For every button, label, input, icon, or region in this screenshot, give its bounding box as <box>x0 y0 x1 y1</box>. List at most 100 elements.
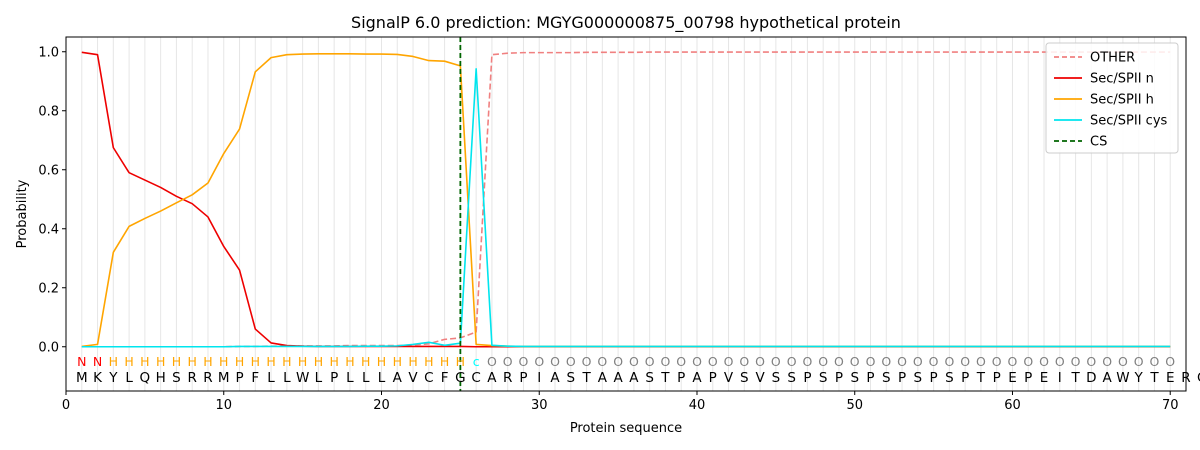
region-label: N <box>93 354 102 369</box>
region-label: H <box>314 354 323 369</box>
sequence-residue: Q <box>140 370 151 386</box>
sequence-residue: P <box>677 370 685 386</box>
sequence-residue: F <box>441 370 449 386</box>
region-label: O <box>866 354 876 369</box>
sequence-residue: P <box>898 370 906 386</box>
sequence-residue: A <box>550 370 560 386</box>
region-label: O <box>755 354 765 369</box>
region-label: O <box>929 354 939 369</box>
sequence-residue: T <box>976 370 986 386</box>
region-label: O <box>1023 354 1033 369</box>
sequence-residue: P <box>235 370 243 386</box>
region-label: H <box>266 354 275 369</box>
y-axis-label: Probability <box>15 179 30 248</box>
sequence-residue: I <box>537 370 541 386</box>
region-label: O <box>976 354 986 369</box>
sequence-residue: C <box>471 370 480 386</box>
region-label: O <box>881 354 891 369</box>
region-label: O <box>1039 354 1049 369</box>
region-label: O <box>1008 354 1018 369</box>
region-label: O <box>503 354 513 369</box>
sequence-residue: A <box>598 370 608 386</box>
region-label: H <box>393 354 402 369</box>
sequence-residue: E <box>1008 370 1017 386</box>
region-label: O <box>629 354 639 369</box>
region-label: H <box>329 354 338 369</box>
sequence-residue: Y <box>108 370 118 386</box>
sequence-residue: S <box>645 370 654 386</box>
sequence-residue: F <box>251 370 259 386</box>
sequence-residue: P <box>1024 370 1032 386</box>
sequence-residue: S <box>772 370 781 386</box>
region-label: O <box>613 354 623 369</box>
region-label: O <box>724 354 734 369</box>
sequence-residue: S <box>945 370 954 386</box>
sequence-residue: V <box>408 370 418 386</box>
sequence-residue: A <box>393 370 403 386</box>
region-label: O <box>960 354 970 369</box>
sequence-residue: S <box>882 370 891 386</box>
region-label: N <box>77 354 86 369</box>
region-label: H <box>219 354 228 369</box>
sequence-residue: L <box>267 370 275 386</box>
y-tick-label: 1.0 <box>38 45 59 60</box>
sequence-residue: P <box>930 370 938 386</box>
y-tick-label: 0.6 <box>38 163 59 178</box>
x-tick-label: 30 <box>531 398 548 413</box>
sequence-residue: D <box>1086 370 1096 386</box>
region-label: O <box>708 354 718 369</box>
sequence-residue: C <box>424 370 433 386</box>
region-label: H <box>408 354 417 369</box>
sequence-residue: L <box>283 370 291 386</box>
sequence-residue: R <box>188 370 197 386</box>
region-label: O <box>850 354 860 369</box>
sequence-residue: A <box>629 370 639 386</box>
x-tick-label: 70 <box>1162 398 1179 413</box>
sequence-residue: I <box>1058 370 1062 386</box>
region-label: O <box>676 354 686 369</box>
region-label: O <box>487 354 497 369</box>
region-label: O <box>519 354 529 369</box>
region-label: H <box>282 354 291 369</box>
legend-label: Sec/SPII cys <box>1090 114 1168 129</box>
region-label: H <box>203 354 212 369</box>
sequence-residue: P <box>519 370 527 386</box>
sequence-residue: S <box>172 370 181 386</box>
region-label: O <box>597 354 607 369</box>
sequence-residue: P <box>866 370 874 386</box>
sequence-residue: L <box>378 370 386 386</box>
region-label: H <box>235 354 244 369</box>
region-label: O <box>913 354 923 369</box>
y-tick-label: 0.0 <box>38 340 59 355</box>
sequence-residue: H <box>156 370 166 386</box>
region-label: O <box>944 354 954 369</box>
sequence-residue: K <box>93 370 103 386</box>
region-label: O <box>645 354 655 369</box>
region-label: c <box>473 354 480 369</box>
sequence-residue: V <box>755 370 765 386</box>
sequence-residue: S <box>914 370 923 386</box>
region-label: O <box>661 354 671 369</box>
sequence-residue: R <box>503 370 512 386</box>
sequence-residue: P <box>961 370 969 386</box>
region-label: O <box>771 354 781 369</box>
grid <box>81 37 1187 391</box>
sequence-annotations: MNKNYHLHQHHHSHRHRHMHPHFHLHLHWHLHPHLHLHLH… <box>76 354 1200 386</box>
sequence-residue: A <box>613 370 623 386</box>
sequence-residue: A <box>487 370 497 386</box>
sequence-residue: L <box>362 370 370 386</box>
y-tick-label: 0.2 <box>38 281 59 296</box>
plot-frame <box>65 36 1187 392</box>
region-label: H <box>456 354 465 369</box>
region-label: H <box>298 354 307 369</box>
y-tick-label: 0.4 <box>38 222 59 237</box>
sequence-residue: P <box>993 370 1001 386</box>
x-tick-label: 0 <box>62 398 70 413</box>
region-label: H <box>172 354 181 369</box>
axis-ticks: 0 10 20 30 40 50 60 70 0.0 0.2 0.4 0.6 0.8 1.0 <box>38 45 1178 413</box>
sequence-residue: Y <box>1134 370 1144 386</box>
region-label: H <box>140 354 149 369</box>
sequence-residue: L <box>125 370 133 386</box>
